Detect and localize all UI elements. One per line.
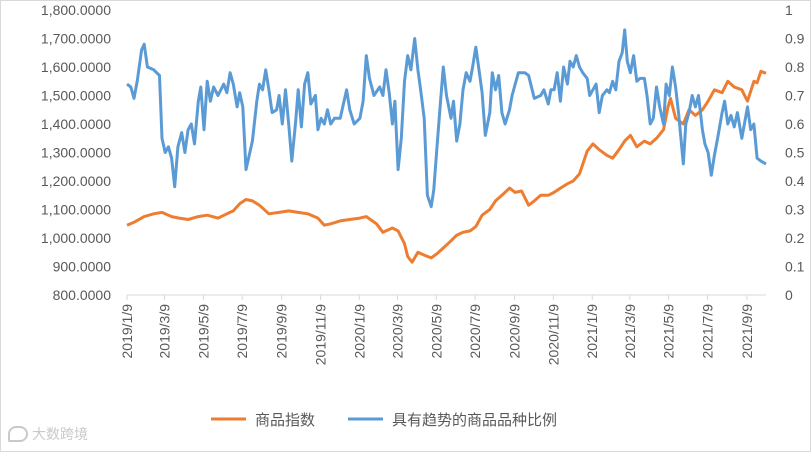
x-tick-label: 2019/9/9 <box>274 304 290 359</box>
left-y-tick-label: 1,600.0000 <box>41 59 111 75</box>
x-tick-label: 2021/3/9 <box>622 304 638 359</box>
right-y-tick-label: 0.6 <box>785 116 805 132</box>
right-y-tick-label: 0 <box>785 287 793 303</box>
x-tick-label: 2020/7/9 <box>467 304 483 359</box>
x-tick-label: 2020/5/9 <box>428 304 444 359</box>
right-y-tick-label: 0.8 <box>785 59 805 75</box>
x-tick-label: 2020/9/9 <box>507 304 523 359</box>
left-y-tick-label: 1,300.0000 <box>41 145 111 161</box>
left-y-tick-label: 1,000.0000 <box>41 230 111 246</box>
left-y-tick-label: 800.0000 <box>53 287 112 303</box>
watermark-text: 大数跨境 <box>32 427 88 443</box>
legend-label-trend-ratio: 具有趋势的商品品种比例 <box>392 411 557 429</box>
x-tick-label: 2019/1/9 <box>119 304 135 359</box>
x-tick-label: 2019/7/9 <box>234 304 250 359</box>
right-y-tick-label: 0.3 <box>785 202 805 218</box>
right-y-tick-label: 0.7 <box>785 88 805 104</box>
x-tick-label: 2020/1/9 <box>351 304 367 359</box>
left-y-tick-label: 900.0000 <box>53 259 112 275</box>
watermark: 大数跨境 <box>8 424 88 444</box>
left-y-tick-label: 1,400.0000 <box>41 116 111 132</box>
x-tick-label: 2020/3/9 <box>389 304 405 359</box>
x-tick-label: 2021/9/9 <box>739 304 755 359</box>
x-tick-label: 2021/1/9 <box>584 304 600 359</box>
watermark-logo-icon <box>8 426 28 442</box>
right-y-tick-label: 0.1 <box>785 259 805 275</box>
left-y-tick-label: 1,500.0000 <box>41 88 111 104</box>
series-line-trend-ratio <box>126 28 767 209</box>
x-axis-ticks: 2019/1/9 2019/3/9 2019/5/9 2019/7/9 2019/9/9… <box>119 295 755 365</box>
left-y-tick-label: 1,800.0000 <box>41 2 111 18</box>
right-y-tick-label: 0.9 <box>785 31 805 47</box>
right-y-axis-ticks: 0 0.1 0.2 0.3 0.4 0.5 0.6 0.7 0.8 0.9 1 <box>785 2 805 303</box>
legend: 商品指数 具有趋势的商品品种比例 <box>211 411 557 429</box>
right-y-tick-label: 0.5 <box>785 145 805 161</box>
x-tick-label: 2019/3/9 <box>157 304 173 359</box>
left-y-tick-label: 1,200.0000 <box>41 173 111 189</box>
left-y-tick-label: 1,100.0000 <box>41 202 111 218</box>
x-tick-label: 2021/7/9 <box>699 304 715 359</box>
x-tick-label: 2020/11/9 <box>545 304 561 365</box>
x-tick-label: 2019/5/9 <box>195 304 211 359</box>
x-tick-label: 2021/5/9 <box>661 304 677 359</box>
right-y-tick-label: 1 <box>785 2 793 18</box>
right-y-tick-label: 0.2 <box>785 230 805 246</box>
series-line-commodity-index <box>126 69 767 264</box>
left-y-axis-ticks: 800.0000 900.0000 1,000.0000 1,100.0000 1,20… <box>41 2 111 303</box>
right-y-tick-label: 0.4 <box>785 173 805 189</box>
x-tick-label: 2019/11/9 <box>312 304 328 365</box>
left-y-tick-label: 1,700.0000 <box>41 31 111 47</box>
legend-label-commodity-index: 商品指数 <box>255 411 315 429</box>
